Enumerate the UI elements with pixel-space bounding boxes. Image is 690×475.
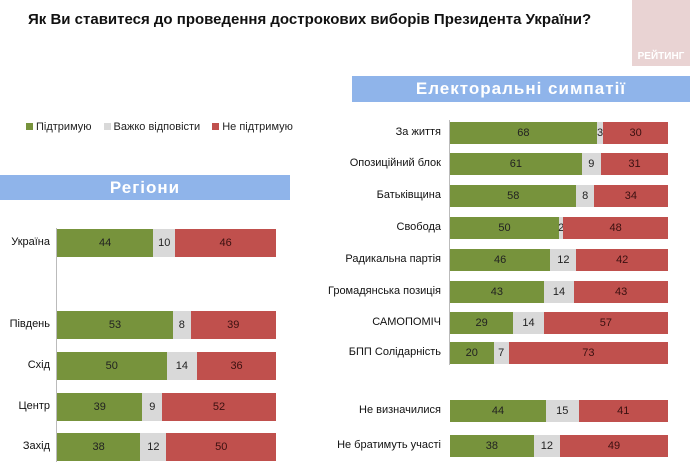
- bar-segment-oppose: 34: [593, 185, 668, 207]
- stacked-bar: 61 9 31: [450, 153, 668, 175]
- bar-segment-support: 44: [450, 400, 546, 422]
- bar-segment-hard: 12: [533, 435, 561, 457]
- stacked-bar: 58 8 34: [450, 185, 668, 207]
- category-label: САМОПОМІЧ: [372, 316, 441, 328]
- bar-segment-hard: 8: [173, 311, 191, 339]
- bar-segment-hard: 10: [153, 229, 176, 257]
- stacked-bar: 53 8 39: [57, 311, 276, 339]
- bar-segment-hard: 9: [142, 393, 163, 421]
- bar-segment-oppose: 52: [162, 393, 276, 421]
- axis-line: [449, 120, 450, 365]
- category-label: Не визначилися: [359, 404, 441, 416]
- stacked-bar: 38 12 50: [57, 433, 276, 461]
- bar-segment-support: 61: [450, 153, 582, 175]
- bar-segment-oppose: 48: [563, 217, 668, 239]
- bar-segment-oppose: 57: [543, 312, 668, 334]
- stacked-bar: 38 12 49: [450, 435, 668, 457]
- stacked-bar: 44 10 46: [57, 229, 276, 257]
- legend-item-hard: Важко відповісти: [103, 121, 201, 133]
- bar-segment-support: 44: [57, 229, 154, 257]
- bar-segment-hard: 8: [576, 185, 594, 207]
- axis-line: [56, 228, 57, 462]
- bar-segment-oppose: 31: [601, 153, 668, 175]
- category-label: Свобода: [396, 221, 442, 233]
- stacked-bar: 44 15 41: [450, 400, 668, 422]
- bar-segment-oppose: 43: [574, 281, 668, 303]
- page-title: Як Ви ставитеся до проведення дострокови…: [28, 11, 592, 28]
- bar-segment-oppose: 46: [175, 229, 276, 257]
- stacked-bar: 43 14 43: [450, 281, 668, 303]
- bar-segment-support: 39: [57, 393, 143, 421]
- bar-segment-support: 38: [450, 435, 534, 457]
- legend: Підтримую Важко відповісти Не підтримую: [26, 121, 293, 133]
- bar-segment-support: 20: [450, 342, 494, 364]
- stacked-bar: 50 14 36: [57, 352, 276, 380]
- bar-segment-oppose: 42: [576, 249, 668, 271]
- bar-segment-support: 68: [450, 122, 597, 144]
- bar-segment-hard: 9: [581, 153, 602, 175]
- bar-segment-hard: 14: [513, 312, 544, 334]
- bar-segment-support: 46: [450, 249, 551, 271]
- category-label: Громадянська позиція: [327, 285, 441, 297]
- bar-segment-support: 43: [450, 281, 544, 303]
- category-label: Батьківщина: [376, 189, 441, 201]
- stacked-bar: 39 9 52: [57, 393, 276, 421]
- bar-segment-hard: 15: [545, 400, 579, 422]
- category-label: Південь: [9, 318, 50, 330]
- rating-logo: РЕЙТИНГ: [632, 0, 690, 66]
- regions-header: Регіони: [0, 175, 290, 200]
- bar-segment-hard: 14: [166, 352, 198, 380]
- bar-segment-oppose: 36: [197, 352, 276, 380]
- category-label: Захід: [22, 440, 50, 452]
- category-label: Центр: [18, 400, 51, 412]
- stacked-bar: 68 3 30: [450, 122, 668, 144]
- legend-label: Не підтримую: [222, 121, 293, 133]
- stacked-bar: 50 2 48: [450, 217, 668, 239]
- bar-segment-oppose: 41: [578, 400, 668, 422]
- bar-segment-support: 50: [57, 352, 167, 380]
- logo-text: РЕЙТИНГ: [637, 51, 685, 62]
- legend-item-oppose: Не підтримую: [212, 121, 293, 133]
- stacked-bar: 29 14 57: [450, 312, 668, 334]
- legend-item-support: Підтримую: [26, 121, 92, 133]
- bar-segment-hard: 12: [550, 249, 577, 271]
- bar-segment-hard: 7: [493, 342, 509, 364]
- bar-segment-oppose: 49: [560, 435, 668, 457]
- bar-segment-support: 29: [450, 312, 514, 334]
- bar-segment-support: 38: [57, 433, 141, 461]
- category-label: Радикальна партія: [345, 253, 441, 265]
- stacked-bar: 20 7 73: [450, 342, 668, 364]
- category-label: Україна: [11, 236, 50, 248]
- stacked-bar: 46 12 42: [450, 249, 668, 271]
- bar-segment-oppose: 39: [190, 311, 276, 339]
- bar-segment-oppose: 73: [508, 342, 668, 364]
- legend-label: Важко відповісти: [113, 121, 201, 133]
- bar-segment-hard: 2: [558, 217, 564, 239]
- category-label: Опозиційний блок: [349, 157, 441, 169]
- bar-segment-oppose: 50: [166, 433, 276, 461]
- bar-segment-support: 58: [450, 185, 577, 207]
- bar-segment-support: 53: [57, 311, 174, 339]
- category-label: БПП Солідарність: [348, 346, 441, 358]
- category-label: Не братимуть участі: [337, 439, 441, 451]
- electoral-header: Електоральні симпатії: [352, 76, 690, 102]
- bar-segment-oppose: 30: [603, 122, 668, 144]
- bar-segment-hard: 12: [140, 433, 167, 461]
- category-label: Схід: [27, 359, 50, 371]
- category-label: За життя: [395, 126, 441, 138]
- legend-label: Підтримую: [36, 121, 92, 133]
- bar-segment-support: 50: [450, 217, 559, 239]
- bar-segment-hard: 14: [543, 281, 575, 303]
- bar-segment-hard: 3: [596, 122, 604, 144]
